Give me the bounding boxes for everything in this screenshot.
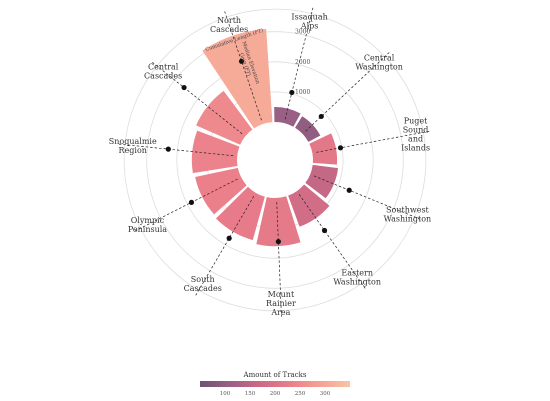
legend-tick-300: 300 — [320, 391, 331, 397]
bar-central-cascades[interactable] — [196, 90, 253, 145]
elevation-dot-central-cascades[interactable] — [181, 84, 187, 91]
bar-mount-rainier-area[interactable] — [256, 196, 301, 247]
bar-south-cascades[interactable] — [215, 186, 265, 241]
category-label-mount-rainier-area: Mount Rainier Area — [266, 290, 296, 317]
bar-eastern-washington[interactable] — [288, 184, 330, 227]
category-label-central-cascades: Central Cascades — [144, 62, 182, 80]
bars — [191, 28, 339, 247]
marker-line-eastern-washington — [298, 194, 366, 289]
outer-ring — [123, 8, 427, 312]
elevation-dot-eastern-washington[interactable] — [321, 227, 328, 234]
marker-line-southwest-washington — [313, 175, 421, 220]
legend-title: Amount of Tracks — [243, 371, 307, 379]
category-label-southwest-washington: Southwest Washington — [384, 205, 432, 223]
tick-label-1000: 1000 — [295, 89, 310, 96]
elevation-dot-snoqualmie-region[interactable] — [165, 146, 171, 152]
marker-line-central-cascades — [152, 61, 243, 135]
legend-tick-200: 200 — [270, 391, 281, 397]
legend-tick-100: 100 — [220, 391, 231, 397]
marker-line-mount-rainier-area — [276, 201, 282, 317]
bar-snoqualmie-region[interactable] — [191, 130, 240, 174]
marker-line-snoqualmie-region — [118, 143, 234, 157]
bar-issaquah-alps[interactable] — [274, 106, 301, 127]
tick-label-3000: 3000 — [295, 29, 310, 36]
marker-line-north-cascades — [224, 11, 262, 121]
marker-line-puget-sound-and-islands — [316, 130, 430, 153]
category-label-puget-sound-and-islands: Puget Sound and Islands — [401, 116, 430, 152]
elevation-dot-olympic-peninsula[interactable] — [188, 199, 195, 205]
legend-tick-150: 150 — [245, 391, 256, 397]
bar-central-washington[interactable] — [295, 116, 321, 142]
marker-line-issaquah-alps — [284, 7, 314, 120]
grid-circle-2000 — [176, 61, 374, 259]
elevation-dot-southwest-washington[interactable] — [346, 187, 352, 193]
elevation-dot-central-washington[interactable] — [318, 113, 324, 120]
bar-north-cascades[interactable] — [202, 28, 273, 129]
radial-axis: 1000 2000 3000 — [295, 29, 310, 96]
marker-line-olympic-peninsula — [134, 178, 238, 232]
bar-puget-sound-and-islands[interactable] — [309, 133, 338, 165]
category-label-olympic-peninsula: Olympic Peninsula — [128, 216, 167, 234]
elevation-dot-puget-sound-and-islands[interactable] — [337, 145, 344, 151]
elevation-markers — [118, 7, 430, 317]
category-label-central-washington: Central Washington — [355, 53, 403, 71]
category-label-north-cascades: North Cascades — [210, 16, 248, 34]
tick-label-2000: 2000 — [295, 59, 310, 66]
elevation-dot-south-cascades[interactable] — [226, 235, 232, 241]
category-label-issaquah-alps: Issaquah Alps — [291, 13, 327, 31]
legend-tick-250: 250 — [295, 391, 306, 397]
category-label-eastern-washington: Eastern Washington — [333, 269, 381, 287]
legend-color-bar — [200, 381, 350, 387]
category-labels: Issaquah Alps Central Washington Puget Sound a… — [109, 13, 431, 317]
category-label-snoqualmie-region: Snoqualmie Region — [109, 137, 157, 155]
marker-line-south-cascades — [195, 196, 255, 296]
elevation-dot-issaquah-alps[interactable] — [289, 89, 295, 96]
bar-olympic-peninsula[interactable] — [195, 167, 247, 215]
elevation-dot-north-cascades[interactable] — [238, 58, 245, 64]
elevation-dot-mount-rainier-area[interactable] — [275, 238, 281, 245]
legend: Amount of Tracks 100 150 200 250 300 — [200, 371, 350, 397]
grid-circle-3000 — [146, 31, 404, 289]
bar-southwest-washington[interactable] — [305, 164, 339, 199]
category-label-south-cascades: South Cascades — [184, 275, 222, 293]
